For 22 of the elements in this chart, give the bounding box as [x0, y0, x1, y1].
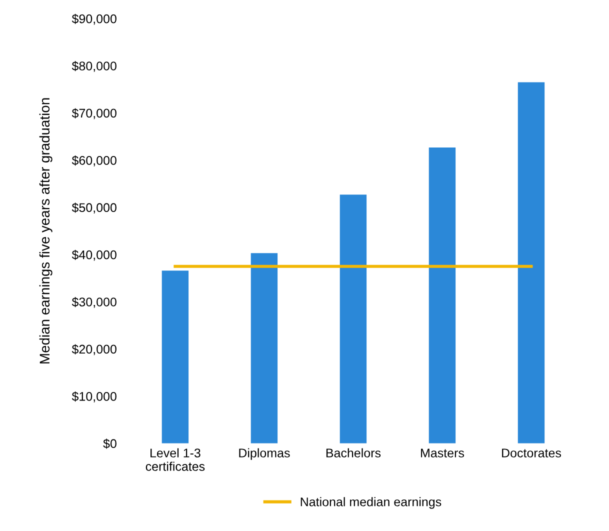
bar [428, 147, 456, 444]
x-tick-label: Doctorates [502, 448, 562, 458]
y-tick-label: $90,000 [72, 14, 116, 25]
y-tick-label: $40,000 [72, 250, 116, 261]
y-tick-label: $0 [103, 438, 116, 449]
x-tick-label: Diplomas [239, 448, 290, 460]
y-tick-label: $20,000 [72, 344, 116, 356]
y-tick-label: $80,000 [72, 61, 116, 72]
bar [340, 194, 367, 444]
y-tick-label: $10,000 [72, 391, 116, 402]
legend-label: National median earnings [300, 497, 442, 509]
y-tick-label: $70,000 [72, 108, 116, 120]
y-tick-label: $30,000 [72, 297, 116, 308]
bar [250, 253, 278, 444]
bar [518, 82, 545, 444]
bar [162, 270, 189, 444]
y-tick-label: $50,000 [72, 202, 116, 214]
x-tick-label: Bachelors [326, 448, 381, 458]
x-tick-label: Level 1-3 certificates [146, 448, 205, 471]
y-tick-label: $60,000 [72, 155, 116, 166]
x-tick-label: Masters [421, 448, 464, 458]
y-axis-title: Median earnings five years after graduation [39, 98, 52, 364]
